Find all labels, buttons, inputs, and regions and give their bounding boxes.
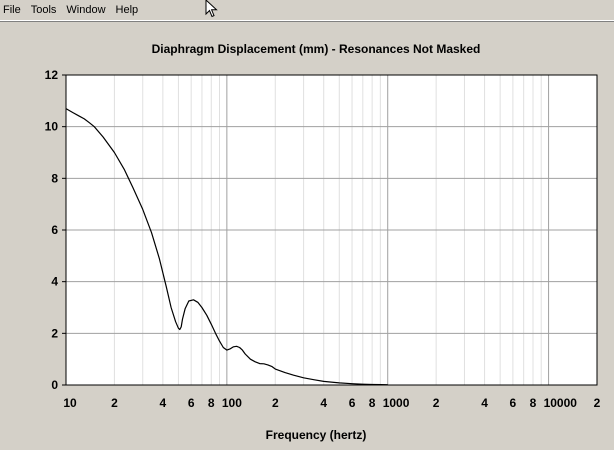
chart-panel: Diaphragm Displacement (mm) - Resonances… [0,22,614,450]
x-tick-label: 10 [63,396,77,410]
x-tick-label: 6 [188,396,195,410]
x-tick-label: 4 [481,396,488,410]
displacement-curve [65,108,388,386]
x-tick-label: 1000 [383,396,410,410]
x-tick-label: 6 [510,396,517,410]
x-tick-label: 2 [272,396,279,410]
x-tick-label: 4 [320,396,327,410]
x-tick-label: 10000 [544,396,578,410]
y-tick-label: 2 [51,326,58,340]
y-tick-label: 8 [51,171,58,185]
displacement-chart: Diaphragm Displacement (mm) - Resonances… [45,42,601,442]
x-tick-label: 8 [369,396,376,410]
menu-help[interactable]: Help [115,4,139,16]
x-tick-label: 2 [433,396,440,410]
y-tick-label: 10 [45,120,59,134]
chart-title: Diaphragm Displacement (mm) - Resonances… [152,42,481,56]
x-tick-label: 100 [222,396,242,410]
menu-window[interactable]: Window [66,4,106,16]
menu-file[interactable]: File [3,4,21,16]
x-axis-label: Frequency (hertz) [266,428,367,442]
x-tick-label: 8 [208,396,215,410]
x-tick-label: 4 [160,396,167,410]
mouse-cursor-icon [205,0,218,18]
menu-bar: File Tools Window Help [0,0,614,21]
y-tick-label: 12 [45,68,59,82]
menu-tools[interactable]: Tools [30,4,57,16]
x-tick-label: 6 [349,396,356,410]
x-tick-label: 2 [594,396,601,410]
y-tick-label: 4 [51,275,58,289]
x-tick-label: 8 [530,396,537,410]
y-tick-label: 0 [51,378,58,392]
y-tick-label: 6 [51,223,58,237]
x-tick-label: 2 [111,396,118,410]
